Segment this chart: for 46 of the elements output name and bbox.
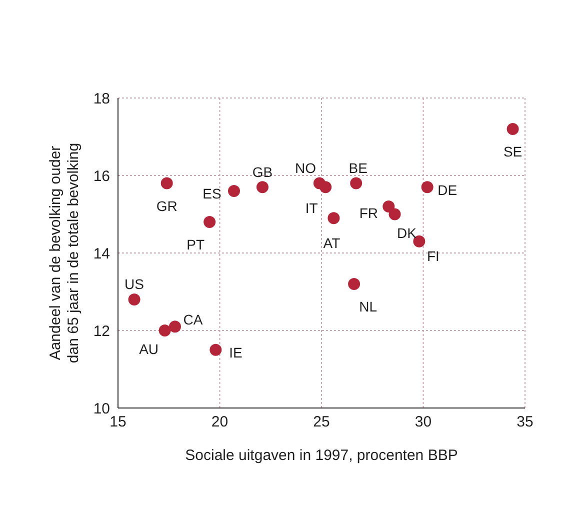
annotation: GR: [156, 198, 178, 214]
annotation: AT: [323, 234, 341, 251]
annotation: IT: [305, 200, 318, 216]
point: [348, 278, 360, 290]
x-tick-label: 15: [110, 414, 126, 431]
point: [421, 181, 434, 194]
y-tick-label: 12: [93, 322, 110, 340]
point: [160, 177, 173, 190]
point: [382, 200, 395, 212]
annotation: DK: [397, 224, 418, 241]
annotation: SE: [503, 144, 522, 160]
y-axis-title: Aandeel van de bevolking ouder dan 65 jaar in de totale bevolking: [47, 142, 82, 364]
y-tick-label: 14: [93, 245, 110, 262]
point: [328, 212, 340, 224]
annotation: CA: [183, 311, 204, 328]
annotation: IE: [229, 344, 242, 361]
annotation: NO: [294, 160, 316, 176]
annotation: DE: [438, 182, 458, 198]
point: [506, 123, 519, 135]
point: [168, 320, 181, 333]
point: [388, 208, 401, 220]
point: [158, 324, 171, 336]
y-tick-label: 16: [93, 168, 110, 185]
point: [128, 294, 140, 306]
x-tick-label: 30: [414, 414, 432, 431]
point: [228, 185, 240, 197]
y-tick-label: 18: [93, 90, 110, 108]
annotation: PT: [186, 236, 205, 253]
point: [256, 181, 268, 194]
annotation: GB: [252, 164, 273, 180]
annotation: BE: [348, 160, 368, 176]
annotation: FR: [359, 205, 378, 222]
point: [350, 177, 362, 190]
x-axis-title: Sociale uitgaven in 1997, procenten BBP: [185, 447, 458, 464]
point: [320, 181, 332, 194]
annotation: NL: [359, 298, 378, 315]
annotation: ES: [202, 186, 222, 202]
x-tick-label: 20: [211, 414, 228, 431]
annotation: AU: [139, 341, 159, 358]
annotation: FI: [426, 248, 440, 264]
point: [210, 344, 222, 356]
y-tick-label: 10: [93, 400, 110, 418]
x-tick-label: 35: [516, 414, 534, 431]
point: [204, 216, 216, 228]
x-tick-label: 25: [313, 414, 330, 431]
annotation: US: [124, 276, 144, 292]
